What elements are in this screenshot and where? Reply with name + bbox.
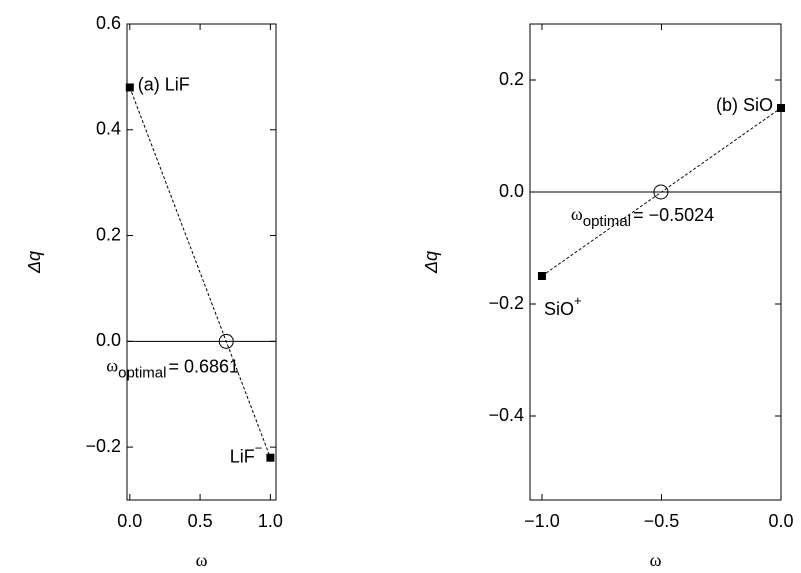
point-label: (a) LiF xyxy=(138,74,190,94)
x-tick-label: 0.0 xyxy=(117,511,142,531)
point-label-text: SiO xyxy=(544,299,574,319)
data-point xyxy=(777,104,785,112)
optimal-value: = 0.6861 xyxy=(168,356,239,376)
y-tick-label: −0.4 xyxy=(488,405,524,425)
y-tick-label: −0.2 xyxy=(488,293,524,313)
y-axis-label: Δq xyxy=(421,251,441,274)
optimal-subscript: optimal xyxy=(583,213,631,230)
data-point xyxy=(537,272,546,280)
optimal-value: = −0.5024 xyxy=(633,205,714,225)
point-label-sup: − xyxy=(255,441,263,456)
plot-frame xyxy=(126,23,277,501)
optimal-subscript: optimal xyxy=(118,364,166,381)
y-tick-label: −0.2 xyxy=(85,436,121,456)
optimal-symbol: ω xyxy=(571,204,583,224)
point-label-sup: + xyxy=(574,293,582,308)
panel: −0.4 −0.2 0.0 0.2 −1.0 −0.5 0.0 ω Δq SiO+ (b) SiO ω… xyxy=(421,23,794,570)
point-label: SiO+ xyxy=(544,293,582,318)
x-tick-label: −0.5 xyxy=(644,511,680,531)
point-label-text: (b) SiO xyxy=(716,95,773,115)
x-tick-label: −1.0 xyxy=(524,511,560,531)
panel: −0.2 0.0 0.2 0.4 0.6 0.0 0.5 1.0 ω Δq (a) LiF LiF− ω… xyxy=(24,13,283,570)
data-point xyxy=(266,453,275,462)
optimal-point xyxy=(218,333,234,349)
optimal-annotation: ωoptimal = 0.6861 xyxy=(106,355,239,381)
point-label-text: LiF xyxy=(230,446,255,466)
y-tick-label: 0.4 xyxy=(96,119,121,139)
y-tick-label: 0.2 xyxy=(96,224,121,244)
data-point xyxy=(125,83,134,92)
y-tick-label: 0.2 xyxy=(499,69,524,89)
optimal-symbol: ω xyxy=(106,355,118,375)
point-label: LiF− xyxy=(230,441,263,466)
y-tick-label: 0.0 xyxy=(96,330,121,350)
y-tick-label: 0.6 xyxy=(96,13,121,33)
y-tick-label: 0.0 xyxy=(499,181,524,201)
plot-frame xyxy=(529,23,782,501)
y-axis-label: Δq xyxy=(24,251,44,274)
x-tick-label: 1.0 xyxy=(258,511,283,531)
optimal-annotation: ωoptimal = −0.5024 xyxy=(571,204,714,230)
x-tick-label: 0.0 xyxy=(768,511,793,531)
x-axis-label: ω xyxy=(196,550,208,570)
data-line xyxy=(129,87,271,458)
point-label-text: (a) LiF xyxy=(138,74,190,94)
x-axis-label: ω xyxy=(650,550,662,570)
data-line xyxy=(541,107,782,277)
x-tick-label: 0.5 xyxy=(188,511,213,531)
optimal-point xyxy=(653,184,669,200)
point-label: (b) SiO xyxy=(716,95,773,115)
